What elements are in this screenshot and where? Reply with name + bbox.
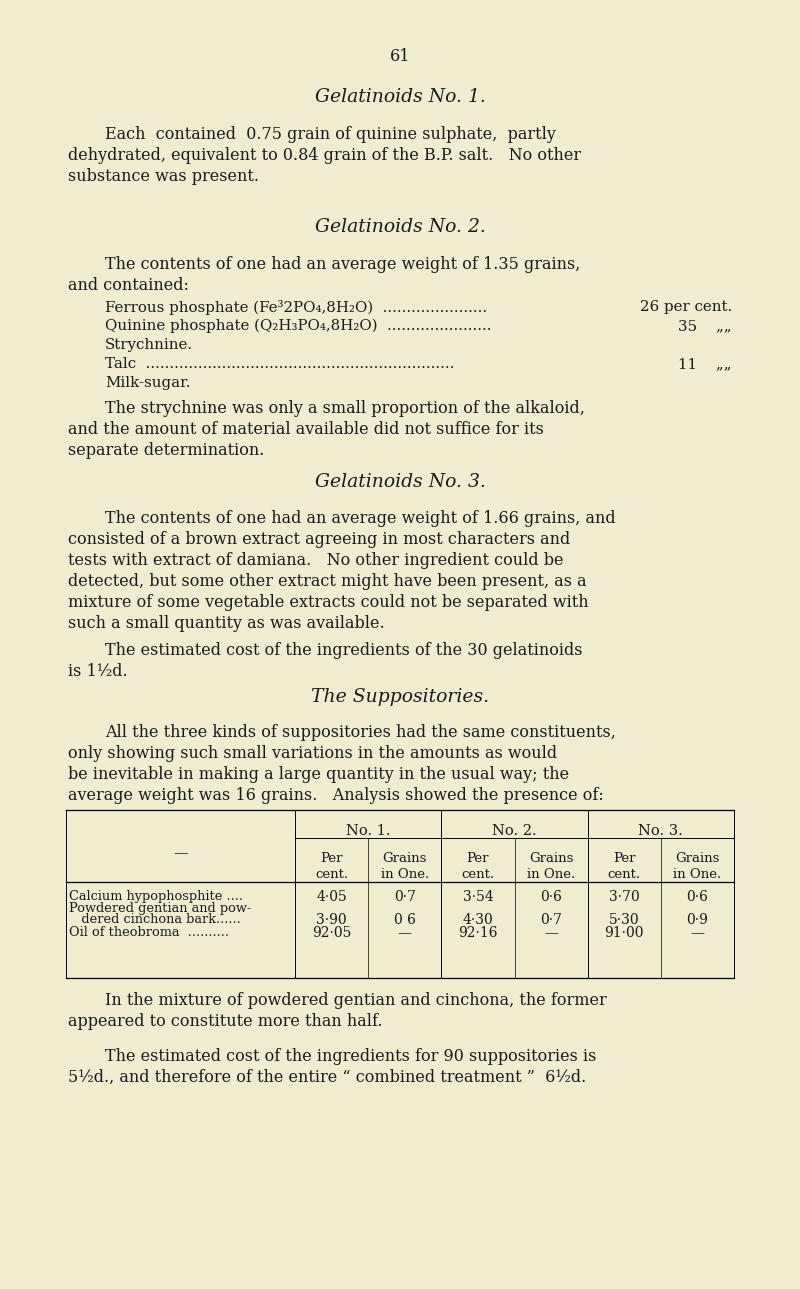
Text: consisted of a brown extract agreeing in most characters and: consisted of a brown extract agreeing in… — [68, 531, 570, 548]
Text: and the amount of material available did not suffice for its: and the amount of material available did… — [68, 422, 544, 438]
Text: such a small quantity as was available.: such a small quantity as was available. — [68, 615, 385, 632]
Text: tests with extract of damiana.   No other ingredient could be: tests with extract of damiana. No other … — [68, 552, 563, 568]
Text: Gelatinoids No. 1.: Gelatinoids No. 1. — [314, 88, 486, 106]
Text: be inevitable in making a large quantity in the usual way; the: be inevitable in making a large quantity… — [68, 766, 569, 782]
Text: —: — — [690, 926, 704, 940]
Text: The strychnine was only a small proportion of the alkaloid,: The strychnine was only a small proporti… — [105, 400, 585, 418]
Text: No. 2.: No. 2. — [492, 824, 537, 838]
Text: 0·6: 0·6 — [686, 889, 708, 904]
Text: In the mixture of powdered gentian and cinchona, the former: In the mixture of powdered gentian and c… — [105, 993, 606, 1009]
Text: 4·30: 4·30 — [462, 913, 494, 927]
Text: Gelatinoids No. 2.: Gelatinoids No. 2. — [314, 218, 486, 236]
Text: separate determination.: separate determination. — [68, 442, 264, 459]
Text: Ferrous phosphate (Fe³2PO₄,8H₂O)  ......................: Ferrous phosphate (Fe³2PO₄,8H₂O) .......… — [105, 300, 487, 315]
Text: 0·7: 0·7 — [394, 889, 416, 904]
Text: 91·00: 91·00 — [605, 926, 644, 940]
Text: mixture of some vegetable extracts could not be separated with: mixture of some vegetable extracts could… — [68, 594, 589, 611]
Text: is 1½d.: is 1½d. — [68, 663, 128, 681]
Text: 3·54: 3·54 — [462, 889, 494, 904]
Text: Per
cent.: Per cent. — [315, 852, 348, 882]
Text: Milk-sugar.: Milk-sugar. — [105, 376, 190, 391]
Text: Gelatinoids No. 3.: Gelatinoids No. 3. — [314, 473, 486, 491]
Text: Grains
in One.: Grains in One. — [674, 852, 722, 882]
Text: 3·70: 3·70 — [609, 889, 640, 904]
Text: dehydrated, equivalent to 0.84 grain of the B.P. salt.   No other: dehydrated, equivalent to 0.84 grain of … — [68, 147, 581, 164]
Text: 92·05: 92·05 — [312, 926, 351, 940]
Text: The Suppositories.: The Suppositories. — [311, 688, 489, 706]
Text: 3·90: 3·90 — [316, 913, 347, 927]
Text: 4·05: 4·05 — [316, 889, 347, 904]
Text: 0·7: 0·7 — [540, 913, 562, 927]
Text: dered cinchona bark......: dered cinchona bark...... — [69, 913, 241, 926]
Text: Strychnine.: Strychnine. — [105, 338, 193, 352]
Text: The contents of one had an average weight of 1.66 grains, and: The contents of one had an average weigh… — [105, 510, 616, 527]
Text: substance was present.: substance was present. — [68, 168, 259, 186]
Text: 92·16: 92·16 — [458, 926, 498, 940]
Text: Talc  .................................................................: Talc ...................................… — [105, 357, 454, 371]
Text: Per
cent.: Per cent. — [608, 852, 641, 882]
Text: Oil of theobroma  ..........: Oil of theobroma .......... — [69, 926, 229, 938]
Text: The estimated cost of the ingredients for 90 suppositories is: The estimated cost of the ingredients fo… — [105, 1048, 596, 1065]
Text: 26 per cent.: 26 per cent. — [640, 300, 732, 315]
Text: —: — — [398, 926, 412, 940]
Text: Grains
in One.: Grains in One. — [381, 852, 429, 882]
Text: Quinine phosphate (Q₂H₃PO₄,8H₂O)  ......................: Quinine phosphate (Q₂H₃PO₄,8H₂O) .......… — [105, 318, 491, 334]
Text: only showing such small variations in the amounts as would: only showing such small variations in th… — [68, 745, 557, 762]
Text: and contained:: and contained: — [68, 277, 189, 294]
Text: Each  contained  0.75 grain of quinine sulphate,  partly: Each contained 0.75 grain of quinine sul… — [105, 126, 556, 143]
Text: 61: 61 — [390, 48, 410, 64]
Text: The contents of one had an average weight of 1.35 grains,: The contents of one had an average weigh… — [105, 257, 580, 273]
Text: Powdered gentian and pow-: Powdered gentian and pow- — [69, 902, 251, 915]
Text: Per
cent.: Per cent. — [462, 852, 494, 882]
Text: Calcium hypophosphite ....: Calcium hypophosphite .... — [69, 889, 243, 904]
Text: No. 3.: No. 3. — [638, 824, 683, 838]
Text: average weight was 16 grains.   Analysis showed the presence of:: average weight was 16 grains. Analysis s… — [68, 788, 604, 804]
Text: The estimated cost of the ingredients of the 30 gelatinoids: The estimated cost of the ingredients of… — [105, 642, 582, 659]
Text: 11    „„: 11 „„ — [678, 357, 732, 371]
Text: All the three kinds of suppositories had the same constituents,: All the three kinds of suppositories had… — [105, 724, 616, 741]
Text: 5·30: 5·30 — [609, 913, 639, 927]
Text: 35    „„: 35 „„ — [678, 318, 732, 333]
Text: —: — — [544, 926, 558, 940]
Text: —: — — [173, 846, 188, 860]
Text: 0·6: 0·6 — [540, 889, 562, 904]
Text: No. 1.: No. 1. — [346, 824, 390, 838]
Text: 5½d., and therefore of the entire “ combined treatment ”  6½d.: 5½d., and therefore of the entire “ comb… — [68, 1069, 586, 1087]
Text: Grains
in One.: Grains in One. — [527, 852, 575, 882]
Text: 0 6: 0 6 — [394, 913, 416, 927]
Text: appeared to constitute more than half.: appeared to constitute more than half. — [68, 1013, 382, 1030]
Text: 0·9: 0·9 — [686, 913, 708, 927]
Text: detected, but some other extract might have been present, as a: detected, but some other extract might h… — [68, 574, 586, 590]
